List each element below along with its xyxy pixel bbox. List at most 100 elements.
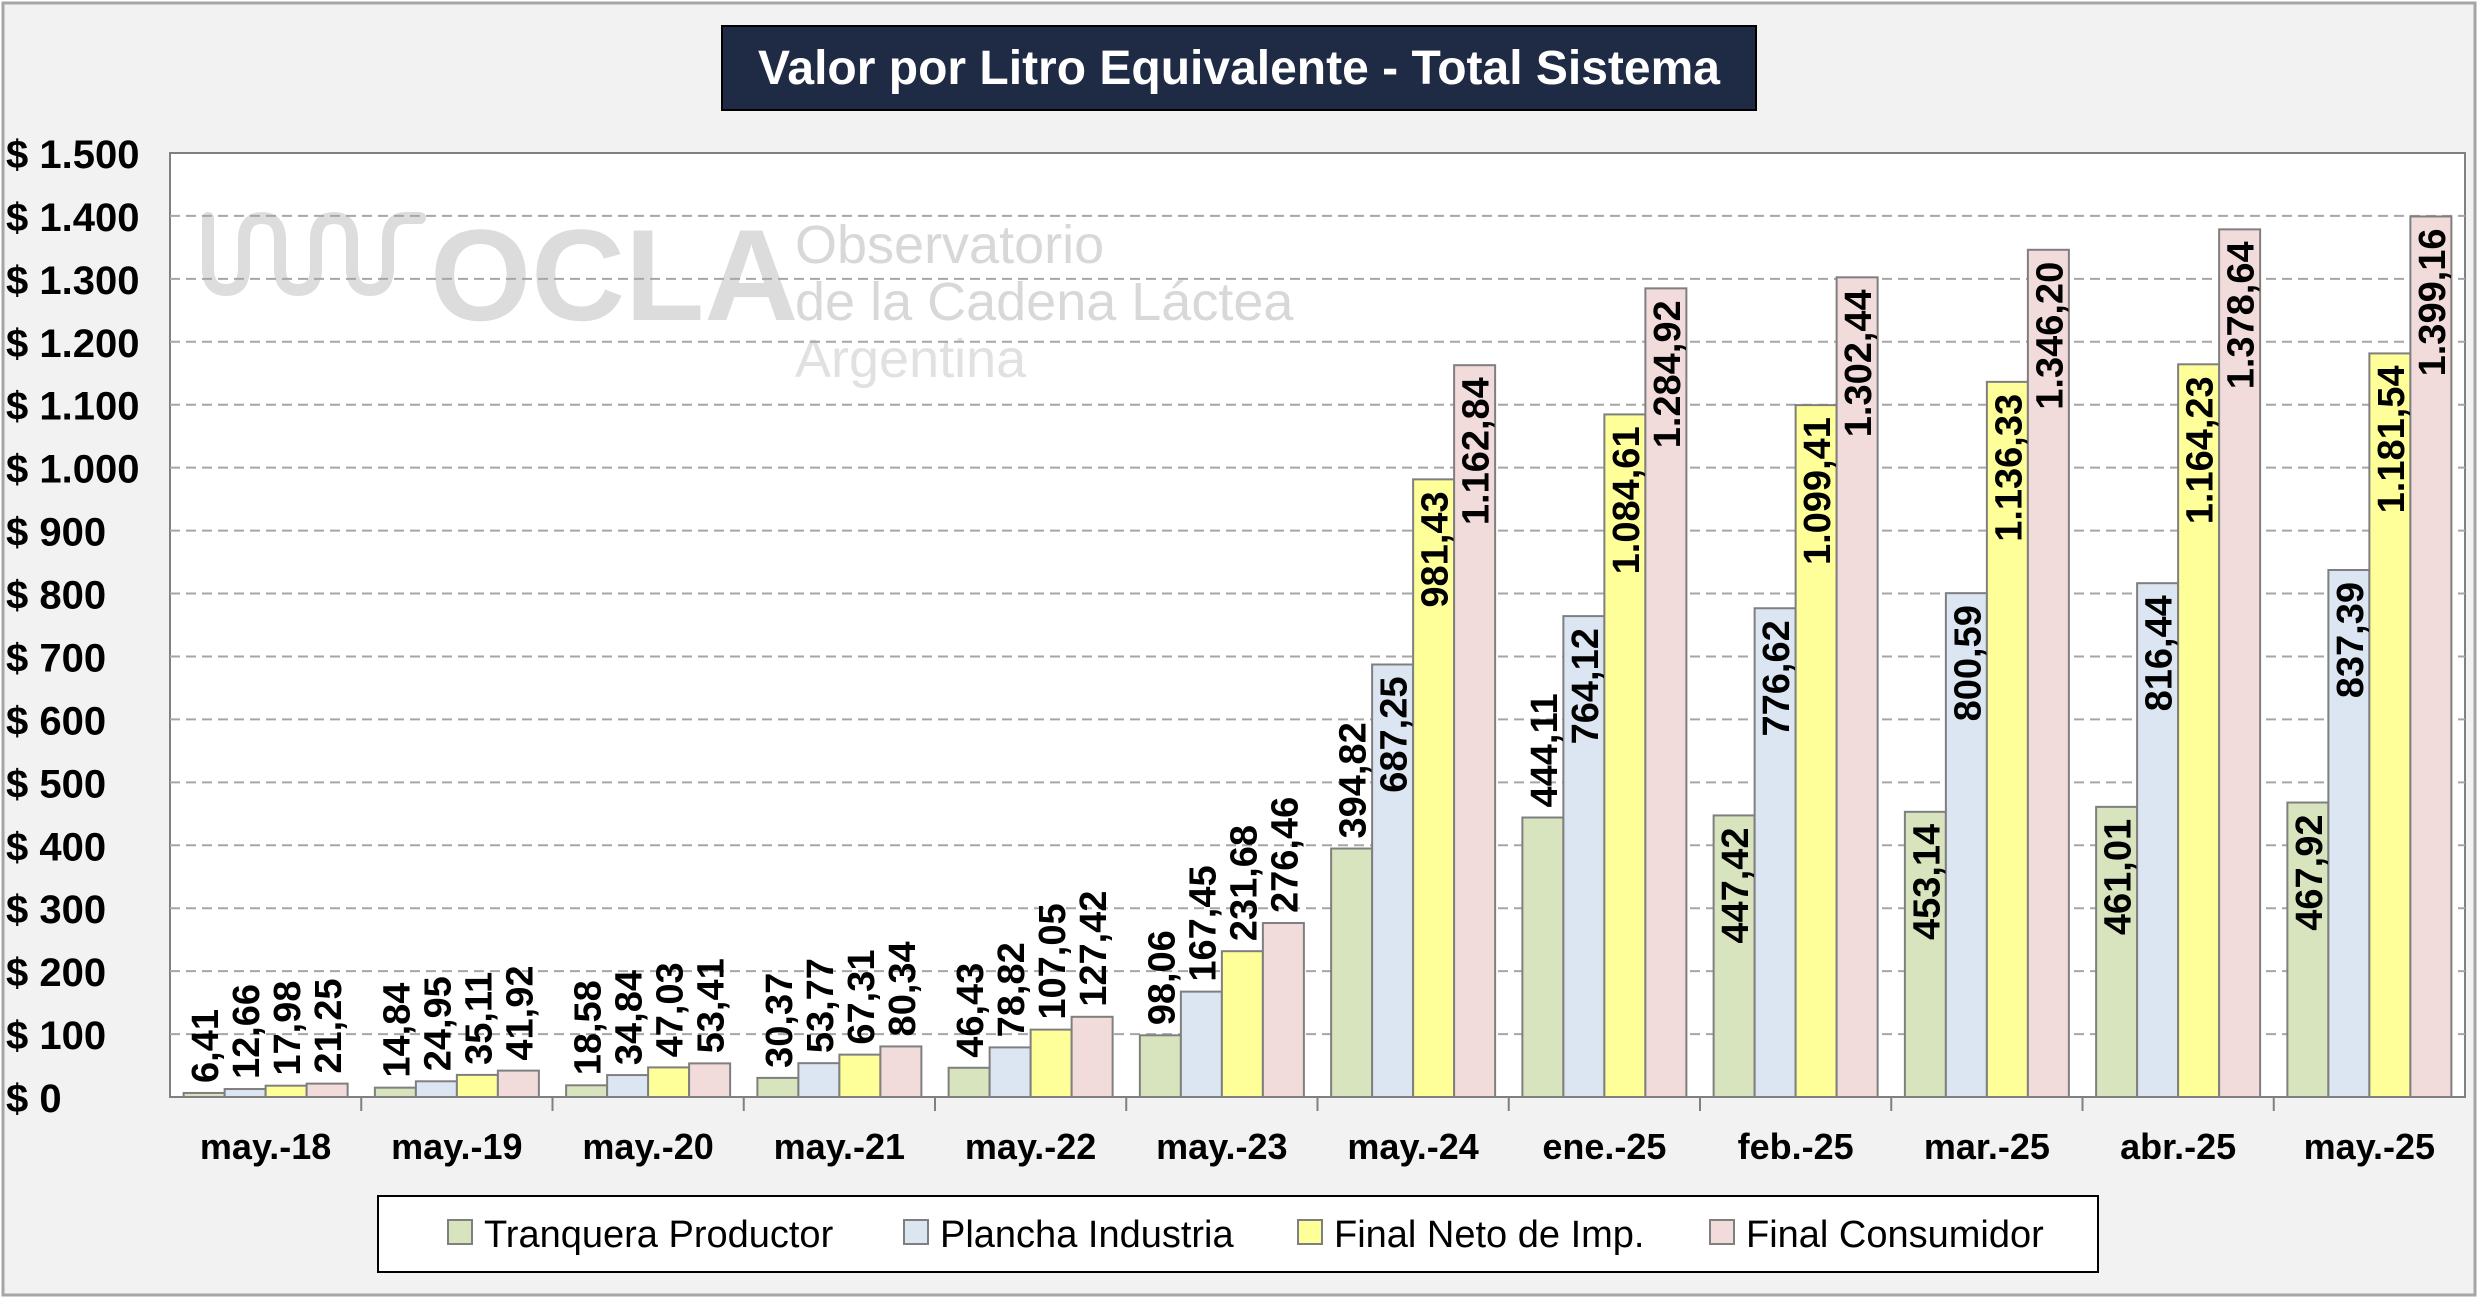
bar bbox=[414, 1080, 458, 1098]
bar-value-label: 12,66 bbox=[226, 984, 268, 1079]
y-tick-label: $ 0 bbox=[6, 1077, 62, 1121]
y-tick-label: $ 100 bbox=[6, 1014, 106, 1058]
watermark-line-3: Argentina bbox=[795, 329, 1027, 389]
bar bbox=[1029, 1028, 1073, 1099]
bar bbox=[1794, 404, 1838, 1099]
x-tick-label: mar.-25 bbox=[1924, 1126, 2050, 1167]
x-tick-label: may.-23 bbox=[1156, 1126, 1287, 1167]
x-tick-label: feb.-25 bbox=[1738, 1126, 1854, 1167]
bar bbox=[2095, 805, 2139, 1098]
bar-value-label: 24,95 bbox=[417, 976, 459, 1071]
bar-value-label: 30,37 bbox=[759, 973, 801, 1068]
bar bbox=[606, 1074, 650, 1098]
bar bbox=[373, 1086, 417, 1098]
bar bbox=[838, 1053, 882, 1098]
bar bbox=[1903, 810, 1947, 1099]
x-tick-label: may.-24 bbox=[1347, 1126, 1478, 1167]
bar bbox=[455, 1073, 499, 1098]
y-tick-label: $ 300 bbox=[6, 888, 106, 932]
x-tick-label: may.-20 bbox=[582, 1126, 713, 1167]
bar-value-label: 837,39 bbox=[2330, 582, 2372, 698]
bar bbox=[1179, 990, 1223, 1098]
bar bbox=[756, 1076, 800, 1099]
bar-value-label: 167,45 bbox=[1182, 865, 1224, 981]
y-tick-label: $ 1.200 bbox=[6, 322, 139, 366]
bar bbox=[2327, 569, 2371, 1098]
bar bbox=[2409, 215, 2453, 1098]
bar-data-labels: 6,41 12,66 17,98 21,25 14,84 24,95 35,11 41,92 1… bbox=[185, 228, 2454, 1083]
bar bbox=[1220, 950, 1264, 1098]
y-tick-label: $ 400 bbox=[6, 825, 106, 869]
bar-value-label: 981,43 bbox=[1415, 491, 1457, 607]
bar-value-label: 127,42 bbox=[1073, 891, 1115, 1007]
bar bbox=[1070, 1015, 1114, 1099]
y-tick-label: $ 900 bbox=[6, 511, 106, 555]
legend-swatch bbox=[447, 1219, 473, 1245]
bar-value-label: 1.084,61 bbox=[1606, 426, 1648, 574]
bar-value-label: 276,46 bbox=[1264, 797, 1306, 913]
bar bbox=[1603, 413, 1647, 1098]
ocla-logo-wave-icon bbox=[202, 211, 426, 297]
y-tick-label: $ 200 bbox=[6, 951, 106, 995]
watermark-line-2: de la Cadena Láctea bbox=[795, 272, 1294, 332]
bar bbox=[1261, 922, 1305, 1099]
bar bbox=[988, 1046, 1032, 1099]
bar-value-label: 394,82 bbox=[1333, 722, 1375, 838]
bar-value-label: 41,92 bbox=[499, 966, 541, 1061]
y-tick-label: $ 700 bbox=[6, 636, 106, 680]
bar-value-label: 21,25 bbox=[308, 979, 350, 1074]
bar bbox=[565, 1084, 609, 1099]
ocla-watermark: OCLA Observatorio de la Cadena Láctea Ar… bbox=[202, 202, 1294, 389]
y-tick-label: $ 1.500 bbox=[6, 133, 139, 177]
x-tick-label: ene.-25 bbox=[1542, 1126, 1666, 1167]
bar-value-label: 467,92 bbox=[2289, 815, 2331, 931]
bars bbox=[182, 215, 2453, 1099]
legend-box bbox=[377, 1195, 2099, 1273]
bar bbox=[647, 1066, 691, 1099]
y-tick-label: $ 1.000 bbox=[6, 448, 139, 492]
bar-value-label: 1.346,20 bbox=[2029, 262, 2071, 410]
legend-swatch bbox=[903, 1219, 929, 1245]
bar bbox=[264, 1084, 308, 1098]
bar-value-label: 14,84 bbox=[376, 983, 418, 1078]
bar-value-label: 1.378,64 bbox=[2221, 241, 2263, 389]
bar bbox=[2286, 801, 2330, 1098]
bar bbox=[1835, 276, 1879, 1098]
bar-value-label: 1.181,54 bbox=[2371, 365, 2413, 513]
bar-value-label: 107,05 bbox=[1032, 903, 1074, 1019]
title-box: Valor por Litro Equivalente - Total Sist… bbox=[721, 25, 1757, 111]
bar-value-label: 80,34 bbox=[882, 941, 924, 1036]
bar-value-label: 18,58 bbox=[568, 980, 610, 1075]
bar-value-label: 800,59 bbox=[1947, 605, 1989, 721]
bar bbox=[305, 1082, 349, 1099]
bar-value-label: 98,06 bbox=[1141, 930, 1183, 1025]
y-tick-label: $ 500 bbox=[6, 762, 106, 806]
legend: Tranquera Productor Plancha Industria Fina… bbox=[377, 1195, 2099, 1273]
bar-value-label: 447,42 bbox=[1715, 827, 1757, 943]
chart-title: Valor por Litro Equivalente - Total Sist… bbox=[758, 42, 1720, 95]
bar-value-label: 453,14 bbox=[1906, 824, 1948, 940]
bar bbox=[1453, 364, 1497, 1098]
bar-value-label: 1.136,33 bbox=[1988, 394, 2030, 542]
bar-value-label: 78,82 bbox=[991, 942, 1033, 1037]
bar-value-label: 1.099,41 bbox=[1797, 417, 1839, 565]
bar bbox=[2026, 248, 2070, 1099]
bar-value-label: 444,11 bbox=[1524, 693, 1566, 807]
bar-value-label: 53,77 bbox=[800, 958, 842, 1053]
bar-value-label: 764,12 bbox=[1565, 628, 1607, 744]
bar-value-label: 47,03 bbox=[650, 962, 692, 1057]
watermark-logo-text: OCLA bbox=[430, 202, 798, 348]
bar-value-label: 231,68 bbox=[1223, 825, 1265, 941]
bar-value-label: 1.399,16 bbox=[2412, 228, 2454, 376]
x-tick-label: abr.-25 bbox=[2120, 1126, 2236, 1167]
legend-swatch bbox=[1297, 1219, 1323, 1245]
legend-swatch bbox=[1709, 1219, 1735, 1245]
y-tick-label: $ 800 bbox=[6, 574, 106, 618]
x-tick-label: may.-18 bbox=[200, 1126, 331, 1167]
legend-label: Final Consumidor bbox=[1746, 1214, 2044, 1256]
bar bbox=[797, 1062, 841, 1099]
bar bbox=[496, 1069, 540, 1098]
bar-value-label: 6,41 bbox=[185, 1009, 227, 1083]
x-tick-label: may.-25 bbox=[2304, 1126, 2435, 1167]
